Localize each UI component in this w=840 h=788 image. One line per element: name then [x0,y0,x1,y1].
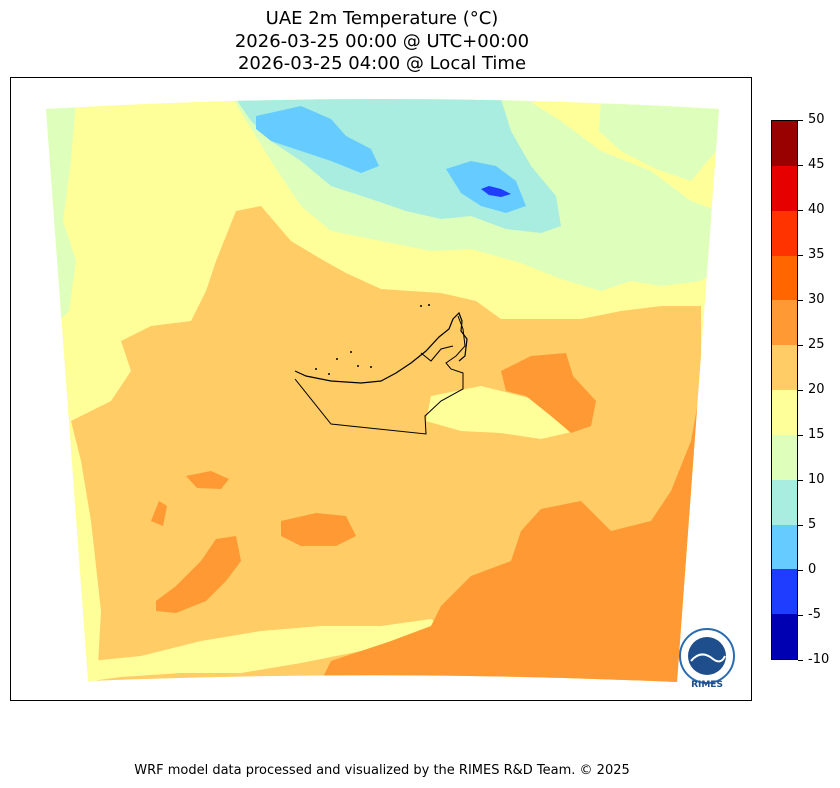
rimes-logo: RIMES [679,628,735,690]
uae-coastline [294,311,468,384]
colorbar-tick-label: 35 [808,247,825,262]
band-15-20-south [91,619,451,681]
band-0-5-a [256,106,379,173]
colorbar-tick-mark [798,660,803,661]
band-25-30-patch-a [501,353,596,433]
colorbar-tick-mark [798,345,803,346]
colorbar-tick-mark [798,570,803,571]
colorbar-tick-mark [798,390,803,391]
colorbar-tick-mark [798,300,803,301]
colorbar-tick-mark [798,525,803,526]
colorbar-bin [772,165,797,212]
colorbar-bin [772,121,797,167]
footer-credit: WRF model data processed and visualized … [134,763,630,778]
colorbar-tick-label: -5 [808,607,821,622]
colorbar-bin [772,569,797,615]
temperature-map: RIMES [46,99,735,690]
colorbar-bin [772,210,797,256]
band-0-5-b [446,161,526,213]
band-10-15-northeast [599,101,719,181]
map-title: UAE 2m Temperature (°C) [265,8,499,29]
band-25-30-patch-c [156,536,241,613]
local-time: 2026-03-25 04:00 @ Local Time [237,53,527,74]
band-25-30-southeast [311,386,701,682]
band-25-30-patch-b [281,513,356,546]
colorbar-bin [772,434,797,481]
colorbar-tick-label: 50 [808,112,825,127]
utc-time: 2026-03-25 00:00 @ UTC+00:00 [234,31,530,52]
colorbar-tick-mark [798,615,803,616]
map-frame: RIMES [10,77,752,701]
colorbar-tick-label: 20 [808,382,825,397]
colorbar-tick-label: 25 [808,337,825,352]
colorbar-tick-label: 30 [808,292,825,307]
band-25-30-patch-d [186,471,229,489]
colorbar-tick-label: -10 [808,652,830,667]
colorbar-tick-label: 40 [808,202,825,217]
colorbar [771,120,798,660]
colorbar-tick-mark [798,480,803,481]
gulf-islands [315,304,430,375]
colorbar-bin [772,345,797,391]
colorbar-tick-mark [798,120,803,121]
colorbar-bin [772,300,797,346]
band-25-30-patch-e [151,501,167,526]
colorbar-tick-label: 0 [808,562,817,577]
colorbar-tick-label: 15 [808,427,825,442]
uae-border [294,315,466,435]
rimes-logo-text: RIMES [691,680,723,690]
colorbar-tick-label: 10 [808,472,825,487]
band-15-20-centre [426,386,576,439]
colorbar-bin [772,614,797,660]
colorbar-bin [772,390,797,436]
colorbar-bin [772,524,797,570]
colorbar-bin [772,255,797,301]
colorbar-tick-mark [798,165,803,166]
band-minus5-0 [481,186,511,197]
colorbar-tick-mark [798,435,803,436]
colorbar-tick-mark [798,210,803,211]
colorbar-tick-mark [798,255,803,256]
oman-border [420,345,454,362]
colorbar-bin [772,479,797,525]
colorbar-tick-label: 45 [808,157,825,172]
colorbar-tick-label: 5 [808,517,817,532]
